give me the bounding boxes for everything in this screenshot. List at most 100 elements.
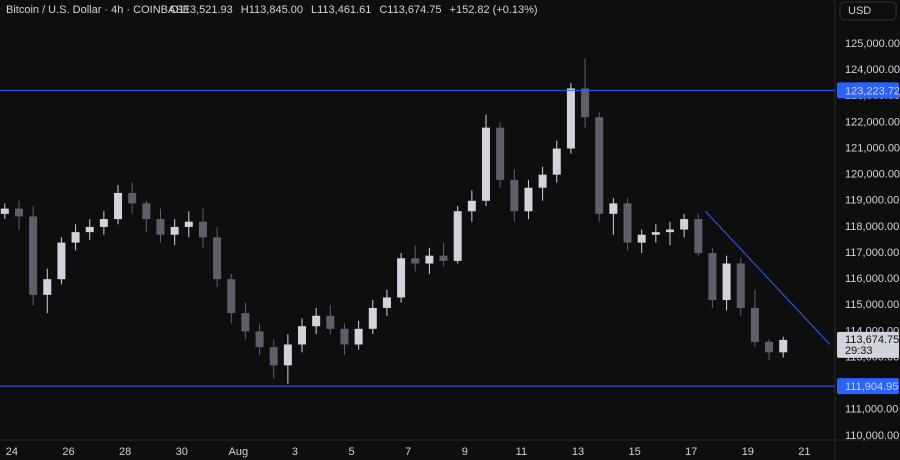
candle-body [326, 315, 335, 329]
ohlc-value: C113,674.75 [379, 4, 441, 16]
candle-body [269, 347, 278, 366]
candle-body [128, 192, 137, 204]
candles [0, 58, 788, 384]
candle-body [637, 234, 646, 243]
y-tick-label: 122,000.00 [845, 116, 900, 128]
candle-body [29, 216, 38, 295]
x-tick-label: Aug [229, 446, 249, 458]
candle-body [312, 315, 321, 327]
candle-body [623, 203, 632, 243]
last-price: 113,674.75 [845, 334, 899, 346]
candle-body [0, 208, 9, 214]
ohlc-value: O113,521.93 [170, 4, 233, 16]
ohlc-value: L113,461.61 [311, 4, 371, 16]
y-tick-label: 120,000.00 [845, 169, 900, 181]
last-price-box [837, 331, 899, 358]
x-tick-label: 17 [685, 446, 697, 458]
x-tick-label: 9 [462, 446, 468, 458]
candle-body [680, 219, 689, 230]
y-tick-label: 121,000.00 [845, 142, 900, 154]
candle-body [114, 192, 123, 220]
x-tick-label: 30 [176, 446, 188, 458]
candle-body [425, 255, 434, 264]
candle-body [595, 117, 604, 214]
candle-body [298, 326, 307, 345]
candle-body [57, 242, 66, 280]
candle-body [184, 221, 193, 227]
x-tick-label: 24 [6, 446, 18, 458]
x-tick-label: 15 [628, 446, 640, 458]
candle-body [85, 226, 94, 233]
level-label: 111,904.95 [845, 381, 898, 393]
y-tick-label: 116,000.00 [845, 273, 899, 285]
candle-body [99, 219, 108, 227]
candle-body [581, 88, 590, 118]
candle-body [14, 208, 23, 217]
candle-body [665, 229, 674, 233]
candle-body [552, 148, 561, 175]
candle-body [71, 232, 80, 243]
candle-body [496, 127, 505, 180]
y-tick-label: 111,000.00 [845, 404, 898, 416]
x-tick-label: 3 [292, 446, 298, 458]
candle-body [354, 328, 363, 345]
y-tick-label: 125,000.00 [845, 38, 900, 50]
y-tick-label: 119,000.00 [845, 195, 899, 207]
candle-body [439, 255, 448, 261]
trendline [704, 210, 831, 345]
candle-body [524, 187, 533, 212]
x-tick-label: 19 [742, 446, 754, 458]
x-tick-label: 21 [798, 446, 810, 458]
candle-body [43, 279, 52, 295]
currency[interactable]: USD [848, 5, 871, 17]
chart-title: Bitcoin / U.S. Dollar · 4h · COINBASE [6, 4, 190, 16]
candle-body [411, 258, 420, 264]
candle-body [198, 221, 207, 238]
candle-body [227, 279, 236, 314]
candle-body [467, 200, 476, 212]
y-tick-label: 117,000.00 [845, 247, 899, 259]
candle-body [779, 339, 788, 353]
candle-body [538, 174, 547, 188]
y-tick-label: 110,000.00 [845, 430, 899, 442]
candle-body [651, 232, 660, 235]
level-label: 123,223.72 [845, 85, 900, 97]
candle-body [694, 219, 703, 254]
x-tick-label: 26 [62, 446, 74, 458]
candle-body [750, 307, 759, 342]
candle-body [142, 203, 151, 220]
candle-body [736, 263, 745, 308]
level-label-box [837, 82, 899, 99]
candle-body [213, 237, 222, 280]
ohlc-value: +152.82 (+0.13%) [450, 4, 538, 16]
candle-body [722, 263, 731, 301]
y-tick-label: 115,000.00 [845, 299, 899, 311]
x-tick-label: 5 [348, 446, 354, 458]
x-tick-label: 28 [119, 446, 131, 458]
candle-body [368, 307, 377, 329]
header-bg [0, 0, 560, 20]
candle-body [453, 211, 462, 261]
candle-body [708, 253, 717, 301]
candle-body [340, 328, 349, 345]
candle-body [481, 127, 490, 201]
x-tick-label: 7 [405, 446, 411, 458]
candle-body [510, 179, 519, 212]
candle-body [283, 344, 292, 366]
y-tick-label: 124,000.00 [845, 64, 900, 76]
x-tick-label: 13 [572, 446, 584, 458]
candle-body [241, 313, 250, 332]
candle-body [397, 258, 406, 298]
candle-body [170, 226, 179, 235]
candle-body [765, 341, 774, 353]
candle-body [382, 297, 391, 308]
y-tick-label: 118,000.00 [845, 221, 899, 233]
candle-body [255, 331, 264, 348]
currency-button[interactable] [839, 1, 897, 21]
candle-body [566, 88, 575, 149]
candle-body [609, 203, 618, 214]
level-label-box [837, 378, 899, 395]
candle-body [156, 219, 165, 235]
